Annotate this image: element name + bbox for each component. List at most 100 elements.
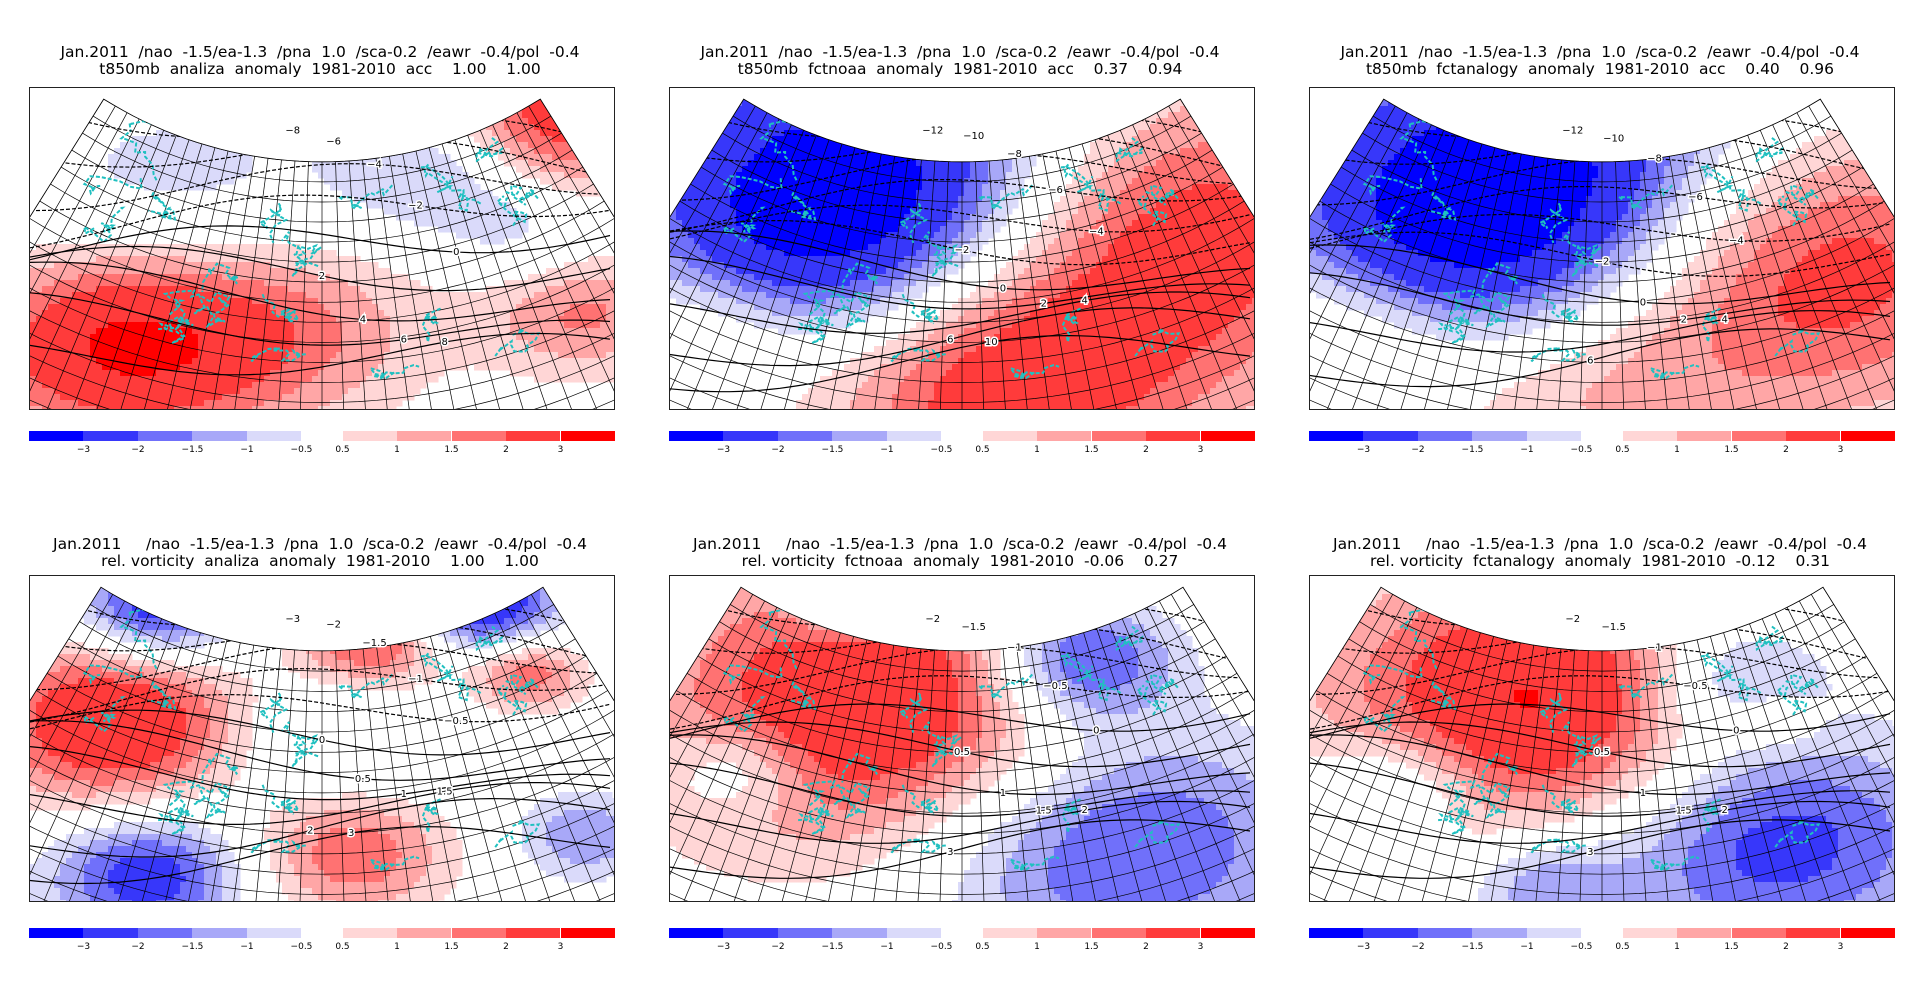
map-frame: −2 −1.5 −1 −0.5 0 0.5 1 1.5 2 3 xyxy=(669,575,1255,902)
parallel-line xyxy=(711,149,1213,223)
colorbar-segment xyxy=(137,928,193,938)
parallel-line xyxy=(1362,132,1842,203)
coastline-segment xyxy=(201,752,239,783)
coastline-segment xyxy=(1700,163,1734,194)
contour-label: −4 xyxy=(1089,226,1104,237)
colorbar-segment xyxy=(1417,431,1473,441)
contour-line xyxy=(670,734,1251,796)
contour-line xyxy=(670,675,1251,730)
parallel-line xyxy=(30,285,614,383)
coastline-segment xyxy=(802,780,871,805)
colorbar-label: 2 xyxy=(1143,942,1149,952)
coastline-segment xyxy=(291,743,319,768)
colorbar-segment xyxy=(1363,431,1418,441)
contour-label: −2 xyxy=(1595,257,1610,268)
parallel-line xyxy=(30,217,614,303)
colorbar-segment xyxy=(777,928,833,938)
coastline-segment xyxy=(1473,786,1506,819)
contour-label: 2 xyxy=(1081,805,1087,816)
coastline-segment xyxy=(1501,123,1544,150)
contour-label: −1.5 xyxy=(962,622,986,633)
parallel-line xyxy=(1310,234,1894,323)
colorbar-label: 2 xyxy=(1783,445,1789,455)
contour-label: 2 xyxy=(319,271,325,282)
parallel-line xyxy=(30,724,614,814)
colorbar-segment xyxy=(1786,928,1841,938)
colorbar-segment xyxy=(560,431,615,441)
contour-lines xyxy=(670,594,1251,879)
parallel-line xyxy=(68,638,576,713)
colorbar-segment xyxy=(83,928,138,938)
coastline-segment xyxy=(258,692,289,733)
contour-line xyxy=(30,621,611,662)
contour-line xyxy=(670,255,1251,310)
contour-line xyxy=(670,307,1251,367)
colorbar-segment xyxy=(982,431,1037,441)
colorbar-segment xyxy=(1309,431,1364,441)
coastline-segment xyxy=(1115,137,1144,163)
contour-label: 1 xyxy=(1000,788,1006,799)
coastline-segment xyxy=(788,191,817,221)
coastline-segment xyxy=(335,184,394,212)
coastline-segment xyxy=(898,692,929,733)
coastline-segment xyxy=(495,684,528,716)
colorbar-label: −1 xyxy=(1520,942,1533,952)
coastline-segment xyxy=(261,293,301,325)
colorbar-label: 2 xyxy=(503,445,509,455)
contour-line xyxy=(670,721,1251,768)
colorbar-segment xyxy=(1037,928,1092,938)
contour-lines xyxy=(30,106,611,376)
contour-label: 1 xyxy=(401,789,407,800)
coastline-segment xyxy=(861,123,904,150)
colorbar-label: 1 xyxy=(1034,445,1040,455)
parallel-line xyxy=(708,638,1216,713)
parallel-line xyxy=(670,793,1254,895)
contour-line xyxy=(30,797,611,858)
coastline-segment xyxy=(1438,808,1474,835)
colorbar-segment xyxy=(192,431,247,441)
coastline-segment xyxy=(221,611,264,638)
parallel-line xyxy=(30,759,614,855)
coastline-segment xyxy=(833,295,866,329)
parallel-line xyxy=(670,827,1254,901)
parallel-line xyxy=(30,741,614,834)
colorbar: −3 −2 −1.5 −1 −0.5 0.5 1 1.5 2 3 xyxy=(1309,928,1895,952)
coastline-segment xyxy=(1755,625,1784,652)
contour-label: 10 xyxy=(985,337,998,348)
parallel-line xyxy=(1316,690,1888,773)
coastline-segment xyxy=(1774,819,1821,848)
colorbar-label: 1 xyxy=(394,942,400,952)
contour-label: 0 xyxy=(453,247,459,258)
contour-label: 6 xyxy=(1587,355,1593,366)
contour-label: 6 xyxy=(401,335,407,346)
colorbar-label: 0.5 xyxy=(975,942,989,952)
panel-title-line2: t850mb analiza anomaly 1981-2010 acc 1.0… xyxy=(0,61,640,78)
colorbar-label: 1 xyxy=(1034,942,1040,952)
contour-line xyxy=(670,179,1251,233)
parallel-line xyxy=(676,690,1248,773)
coastline-segment xyxy=(1399,120,1439,182)
colorbar-label: −1.5 xyxy=(182,942,204,952)
parallel-line xyxy=(30,793,614,895)
parallel-line xyxy=(679,200,1245,283)
coastline-segment xyxy=(1501,611,1544,638)
panel-title-line2: t850mb fctanalogy anomaly 1981-2010 acc … xyxy=(1280,61,1920,78)
parallel-line xyxy=(670,776,1254,875)
coastline-segment xyxy=(1362,664,1423,685)
colorbar-segment xyxy=(397,928,452,938)
coastline-segment xyxy=(158,317,194,344)
parallel-line xyxy=(1348,638,1856,713)
coastline-segment xyxy=(1134,328,1181,357)
panel-title-line1: Jan.2011 /nao -1.5/ea-1.3 /pna 1.0 /sca-… xyxy=(640,536,1280,553)
contour-line xyxy=(30,668,611,723)
colorbar-label: 3 xyxy=(558,942,564,952)
coastline-segment xyxy=(1145,184,1180,206)
panel-t850-fctnoaa: Jan.2011 /nao -1.5/ea-1.3 /pna 1.0 /sca-… xyxy=(640,0,1280,494)
contour-label: 3 xyxy=(1587,847,1593,858)
contour-line xyxy=(1310,231,1891,278)
coastline-segment xyxy=(162,289,231,314)
parallel-line xyxy=(1319,200,1885,283)
contour-label: 3 xyxy=(348,828,354,839)
colorbar-label: 1 xyxy=(394,445,400,455)
colorbar: −3 −2 −1.5 −1 −0.5 0.5 1 1.5 2 3 xyxy=(29,928,615,952)
